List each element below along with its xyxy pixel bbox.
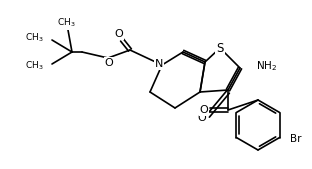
Text: O: O xyxy=(197,113,206,123)
Text: CH$_3$: CH$_3$ xyxy=(25,60,44,72)
Text: Br: Br xyxy=(290,134,301,143)
Text: CH$_3$: CH$_3$ xyxy=(25,32,44,44)
Text: N: N xyxy=(155,59,163,69)
Text: O: O xyxy=(105,58,113,68)
Text: NH$_2$: NH$_2$ xyxy=(256,59,277,73)
Text: S: S xyxy=(216,42,224,54)
Text: O: O xyxy=(115,29,123,39)
Text: O: O xyxy=(200,105,208,115)
Text: CH$_3$: CH$_3$ xyxy=(57,17,75,29)
